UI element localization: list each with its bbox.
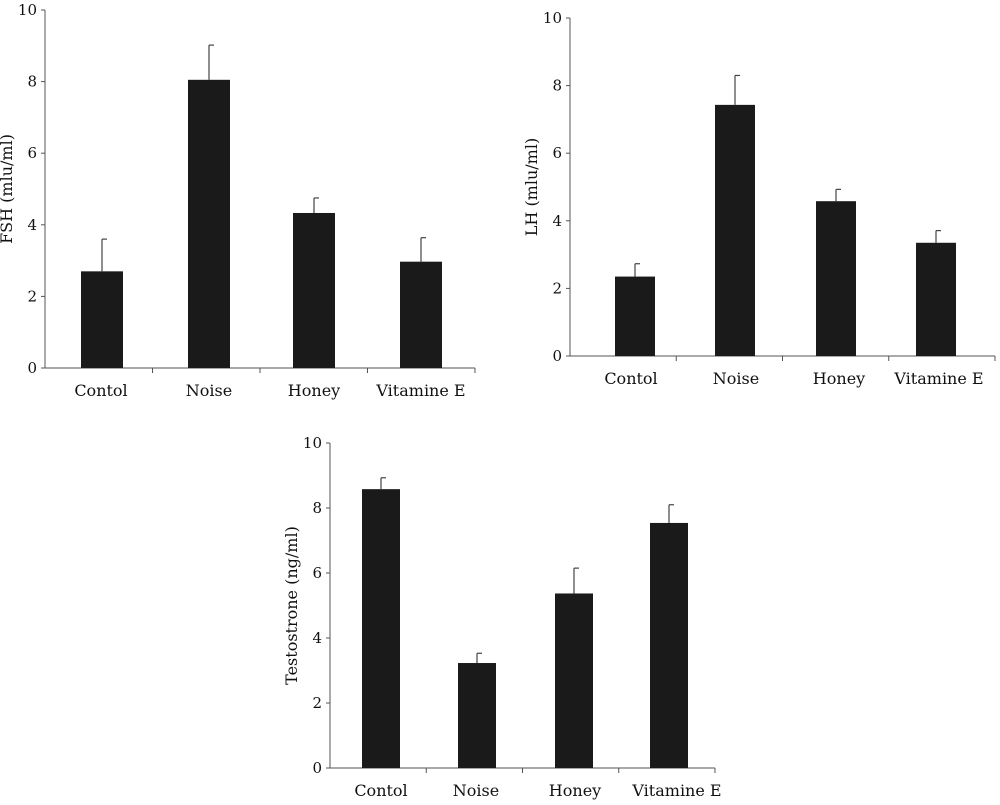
fsh-bar [400, 261, 442, 368]
lh-category-label: Noise [713, 369, 759, 388]
testosterone-category-label: Vitamine E [631, 781, 721, 800]
testosterone-bar [362, 489, 400, 768]
lh-y-tick-label: 0 [552, 347, 562, 365]
fsh-bar [293, 212, 335, 368]
lh-bar [916, 242, 956, 356]
lh-category-label: Vitamine E [893, 369, 983, 388]
lh-y-tick-label: 4 [552, 212, 562, 230]
fsh-y-tick-label: 0 [27, 359, 37, 377]
lh-bar [715, 104, 755, 356]
lh-category-label: Contol [604, 369, 657, 388]
testosterone-y-tick-label: 4 [312, 629, 322, 647]
fsh-y-tick-label: 8 [27, 73, 37, 91]
lh-y-tick-label: 6 [552, 144, 562, 162]
fsh-category-label: Vitamine E [375, 381, 465, 400]
lh-y-axis-title: LH (mlu/ml) [522, 138, 541, 236]
lh-bar [816, 201, 856, 356]
lh-bar [615, 276, 655, 356]
lh-y-tick-label: 8 [552, 77, 562, 95]
testosterone-y-tick-label: 0 [312, 759, 322, 777]
lh-y-tick-label: 2 [552, 279, 562, 297]
testosterone-y-tick-label: 6 [312, 564, 322, 582]
testosterone-bar [650, 522, 688, 768]
testosterone-category-label: Honey [549, 781, 601, 800]
fsh-y-tick-label: 2 [27, 287, 37, 305]
fsh-category-label: Contol [74, 381, 127, 400]
fsh-y-tick-label: 4 [27, 216, 37, 234]
testosterone-y-axis-title: Testostrone (ng/ml) [282, 526, 301, 685]
testosterone-y-tick-label: 2 [312, 694, 322, 712]
fsh-y-tick-label: 6 [27, 144, 37, 162]
lh-y-tick-label: 10 [543, 9, 562, 27]
fsh-category-label: Noise [186, 381, 232, 400]
fsh-y-axis-title: FSH (mlu/ml) [0, 134, 16, 244]
lh-category-label: Honey [813, 369, 865, 388]
testosterone-category-label: Noise [453, 781, 499, 800]
testosterone-y-tick-label: 8 [312, 499, 322, 517]
fsh-category-label: Honey [288, 381, 340, 400]
testosterone-bar [555, 593, 593, 768]
testosterone-bar [458, 663, 496, 768]
fsh-y-tick-label: 10 [18, 1, 37, 19]
testosterone-y-tick-label: 10 [303, 434, 322, 452]
fsh-bar [81, 271, 123, 368]
testosterone-category-label: Contol [354, 781, 407, 800]
fsh-bar [188, 79, 230, 368]
